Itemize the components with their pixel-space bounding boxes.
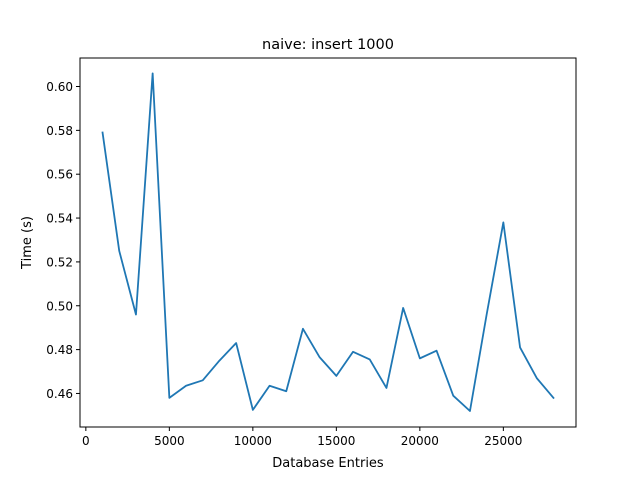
y-axis-label: Time (s) xyxy=(20,216,35,270)
y-tick-label: 0.54 xyxy=(46,212,73,226)
x-tick-label: 15000 xyxy=(317,434,355,448)
y-tick-label: 0.56 xyxy=(46,168,73,182)
y-tick-label: 0.48 xyxy=(46,343,73,357)
plot-frame xyxy=(79,57,577,428)
y-tick-label: 0.50 xyxy=(46,299,73,313)
y-tick-label: 0.58 xyxy=(46,124,73,138)
x-axis-label: Database Entries xyxy=(272,456,384,471)
y-tick-label: 0.52 xyxy=(46,255,73,269)
series-layer xyxy=(101,72,555,412)
x-tick-label: 5000 xyxy=(154,434,185,448)
y-tick-label: 0.60 xyxy=(46,80,73,94)
x-tick-label: 20000 xyxy=(401,434,439,448)
x-tick-label: 25000 xyxy=(484,434,522,448)
x-tick-label: 10000 xyxy=(234,434,272,448)
x-tick-label: 0 xyxy=(82,434,90,448)
axes-layer: 0 5000 10000 15000 20000 25000 0.46 0.48 0.50 0.5… xyxy=(46,80,522,448)
y-tick-label: 0.46 xyxy=(46,387,73,401)
chart-title: naive: insert 1000 xyxy=(262,37,394,53)
series-line xyxy=(101,72,555,412)
